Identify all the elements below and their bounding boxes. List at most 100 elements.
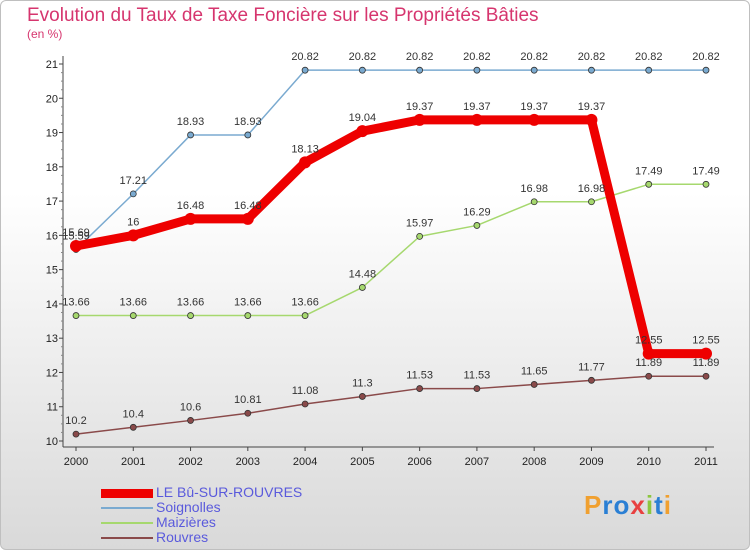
data-point bbox=[473, 222, 481, 229]
data-point bbox=[129, 190, 137, 198]
data-label: 16.98 bbox=[520, 183, 548, 195]
data-labels: 15.59 17.21 18.93 18.93 20.82 20.82 20.82 20.82… bbox=[62, 51, 720, 427]
y-tick-label: 14 bbox=[46, 299, 58, 311]
data-point bbox=[70, 239, 82, 252]
legend-label: Maizières bbox=[156, 514, 216, 530]
data-label: 17.49 bbox=[692, 165, 720, 177]
logo-letter: t bbox=[654, 490, 664, 520]
data-label: 13.66 bbox=[177, 297, 205, 309]
x-tick-label: 2008 bbox=[522, 456, 546, 468]
data-point bbox=[129, 423, 137, 431]
data-point bbox=[588, 66, 595, 74]
data-point bbox=[244, 131, 252, 139]
data-label: 13.66 bbox=[291, 297, 319, 309]
data-point bbox=[241, 212, 254, 225]
data-point bbox=[187, 312, 194, 319]
x-tick-label: 2001 bbox=[121, 456, 145, 468]
data-label: 18.93 bbox=[177, 116, 205, 128]
data-point bbox=[413, 113, 426, 126]
y-tick-label: 13 bbox=[46, 333, 58, 345]
x-tick-label: 2006 bbox=[407, 456, 431, 468]
data-point bbox=[301, 400, 309, 408]
x-tick-label: 2004 bbox=[293, 456, 317, 468]
data-point bbox=[645, 372, 653, 380]
data-point bbox=[299, 156, 312, 169]
line-chart: 10 11 12 13 14 15 16 17 18 19 20 21 2000 2001 2002 2003… bbox=[46, 51, 720, 468]
data-point bbox=[473, 66, 481, 74]
data-label: 20.82 bbox=[463, 51, 491, 63]
data-point bbox=[72, 312, 80, 319]
data-point bbox=[72, 430, 80, 438]
data-point bbox=[470, 113, 483, 126]
data-label: 19.37 bbox=[463, 101, 491, 113]
data-label: 15.97 bbox=[406, 217, 434, 229]
x-tick-label: 2011 bbox=[694, 456, 718, 468]
y-tick-label: 21 bbox=[46, 59, 58, 71]
data-label: 12.55 bbox=[692, 335, 720, 347]
proxiti-logo: Proxiti bbox=[584, 490, 672, 521]
data-point bbox=[702, 372, 710, 380]
data-label: 11.89 bbox=[635, 357, 662, 369]
logo-letter: r bbox=[602, 490, 614, 520]
data-label: 17.49 bbox=[635, 165, 663, 177]
data-label: 11.65 bbox=[521, 365, 548, 377]
data-point bbox=[585, 113, 598, 126]
data-point bbox=[645, 66, 653, 74]
data-label: 19.37 bbox=[578, 101, 606, 113]
series-points bbox=[70, 66, 712, 438]
data-point bbox=[129, 312, 137, 319]
data-point bbox=[642, 347, 655, 360]
data-label: 12.55 bbox=[635, 335, 663, 347]
data-label: 20.82 bbox=[692, 51, 720, 63]
series-line bbox=[75, 183, 707, 317]
data-label: 11.3 bbox=[352, 377, 373, 389]
data-point bbox=[358, 66, 366, 74]
data-point bbox=[530, 381, 538, 388]
data-point bbox=[530, 198, 538, 206]
data-point bbox=[530, 66, 538, 74]
x-tick-label: 2009 bbox=[579, 456, 603, 468]
data-label: 16.29 bbox=[463, 206, 491, 218]
x-tick-label: 2000 bbox=[64, 456, 88, 468]
x-tick-label: 2003 bbox=[236, 456, 260, 468]
data-label: 20.82 bbox=[635, 51, 663, 63]
data-label: 18.13 bbox=[291, 143, 319, 155]
data-label: 11.77 bbox=[578, 361, 605, 373]
y-tick-label: 18 bbox=[46, 162, 58, 174]
logo-letter: o bbox=[613, 490, 631, 520]
x-tick-label: 2010 bbox=[636, 456, 660, 468]
data-point bbox=[356, 125, 369, 138]
y-tick-label: 20 bbox=[46, 93, 58, 105]
y-tick-label: 12 bbox=[46, 367, 58, 379]
chart-title: Evolution du Taux de Taxe Foncière sur l… bbox=[27, 5, 539, 26]
data-point bbox=[645, 180, 653, 188]
data-point bbox=[358, 393, 366, 400]
data-label: 10.6 bbox=[180, 401, 201, 413]
data-point bbox=[700, 347, 712, 360]
data-point bbox=[244, 312, 252, 319]
data-point bbox=[702, 66, 710, 74]
data-label: 13.66 bbox=[120, 297, 148, 309]
data-label: 16 bbox=[127, 216, 139, 228]
y-tick-label: 11 bbox=[47, 402, 58, 414]
legend-label: Rouvres bbox=[156, 529, 209, 545]
data-point bbox=[416, 232, 424, 240]
data-point bbox=[702, 180, 710, 188]
x-tick-label: 2005 bbox=[350, 456, 374, 468]
y-tick-label: 16 bbox=[46, 230, 58, 242]
data-label: 11.08 bbox=[292, 385, 319, 397]
data-label: 19.37 bbox=[406, 101, 434, 113]
legend-swatch bbox=[101, 522, 153, 524]
data-label: 16.98 bbox=[578, 183, 606, 195]
y-tick-label: 17 bbox=[46, 196, 58, 208]
data-point bbox=[528, 113, 541, 126]
data-point bbox=[473, 385, 481, 392]
data-label: 11.89 bbox=[693, 357, 720, 369]
data-label: 19.37 bbox=[520, 101, 548, 113]
data-label: 16.48 bbox=[177, 200, 205, 212]
data-label: 20.82 bbox=[578, 51, 606, 63]
data-label: 15.69 bbox=[62, 227, 90, 239]
data-label: 10.81 bbox=[234, 394, 262, 406]
data-point bbox=[358, 284, 366, 291]
